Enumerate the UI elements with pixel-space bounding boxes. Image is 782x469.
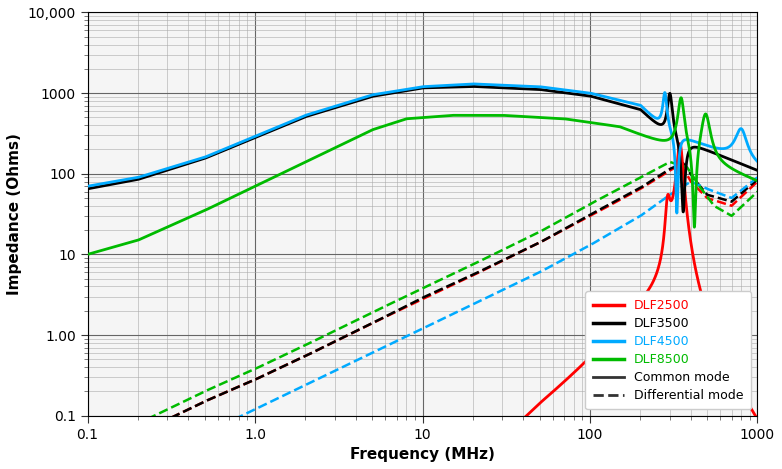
Y-axis label: Impedance (Ohms): Impedance (Ohms) — [7, 133, 22, 295]
X-axis label: Frequency (MHz): Frequency (MHz) — [350, 447, 495, 462]
Legend: DLF2500, DLF3500, DLF4500, DLF8500, Common mode, Differential mode: DLF2500, DLF3500, DLF4500, DLF8500, Comm… — [586, 291, 752, 409]
